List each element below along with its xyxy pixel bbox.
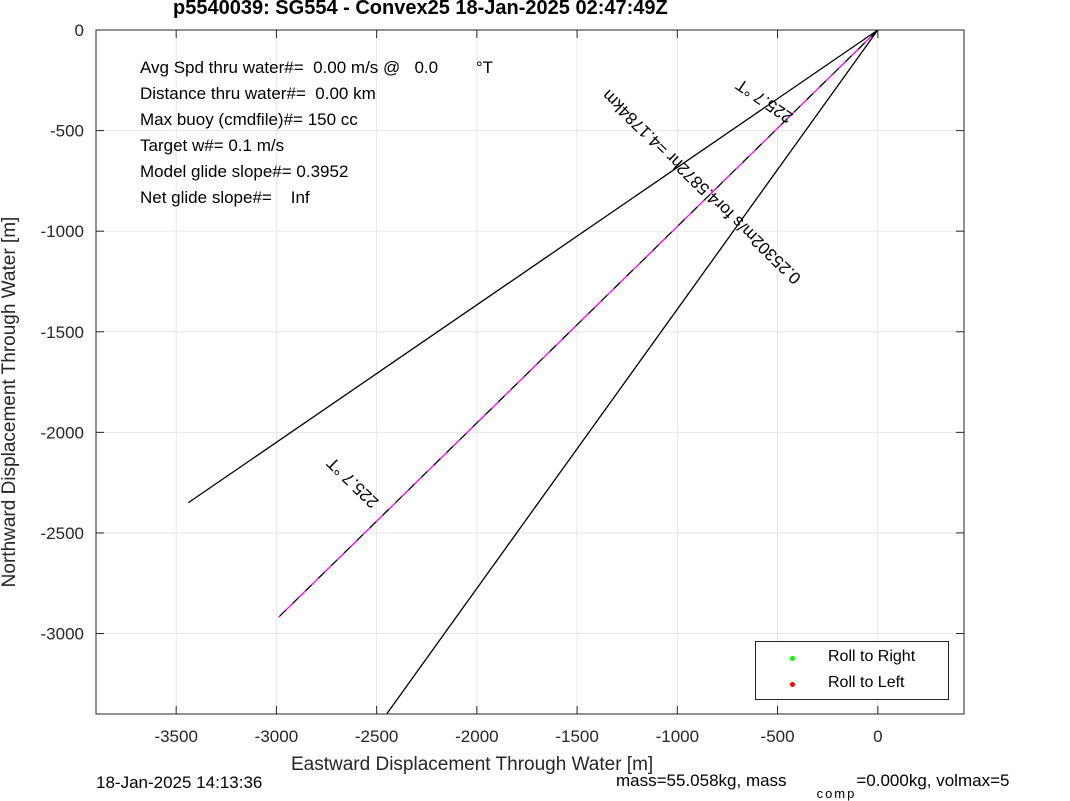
chart-title: p5540039: SG554 - Convex25 18-Jan-2025 0… — [173, 0, 668, 19]
axis-ticks: -3500 -3000 -2500 -2000 -1500 -1000 -500 0 0 -500… — [41, 21, 964, 746]
y-tick-label: -1000 — [41, 222, 84, 241]
legend-item-roll-left: Roll to Left — [756, 672, 946, 696]
x-tick-label: 0 — [873, 727, 882, 746]
legend-label-roll-right: Roll to Right — [828, 648, 916, 665]
info-net-glide-slope: Net glide slope#= Inf — [140, 188, 310, 207]
x-tick-label: -3500 — [154, 727, 197, 746]
x-tick-label: -2000 — [455, 727, 498, 746]
x-tick-label: -2500 — [355, 727, 398, 746]
y-axis-label: Northward Displacement Through Water [m] — [0, 216, 20, 588]
info-distance: Distance thru water#= 0.00 km — [140, 84, 376, 103]
x-tick-label: -1000 — [656, 727, 699, 746]
x-tick-label: -3000 — [255, 727, 298, 746]
info-avg-speed: Avg Spd thru water#= 0.00 m/s @ 0.0 °T — [140, 58, 494, 77]
data-series — [187, 29, 879, 715]
grid-lines — [96, 29, 964, 714]
y-tick-label: -500 — [50, 122, 84, 141]
y-tick-label: -2500 — [41, 524, 84, 543]
footer-volmax-text: =0.000kg, volmax=5 — [856, 771, 1010, 790]
series-line-2 — [277, 29, 879, 618]
series-line-0 — [187, 29, 879, 504]
info-max-buoy: Max buoy (cmdfile)#= 150 cc — [140, 110, 358, 129]
series-line-1 — [386, 29, 879, 715]
y-tick-label: 0 — [75, 21, 84, 40]
y-tick-label: -2000 — [41, 423, 84, 442]
info-model-glide-slope: Model glide slope#= 0.3952 — [140, 162, 349, 181]
x-tick-label: -500 — [761, 727, 795, 746]
info-text-block: Avg Spd thru water#= 0.00 m/s @ 0.0 °T D… — [140, 55, 493, 211]
annotation-label-1: 225.7 °T — [323, 453, 382, 512]
footer-comp-subscript: comp — [816, 786, 857, 801]
y-tick-label: -1500 — [41, 323, 84, 342]
footer-mass-info: mass=55.058kg, mass comp=0.000kg, volmax=… — [616, 771, 1010, 801]
legend-label-roll-left: Roll to Left — [828, 674, 905, 691]
legend-item-roll-right: Roll to Right — [756, 646, 946, 670]
legend: Roll to Right Roll to Left — [755, 641, 949, 700]
series-line-3 — [277, 29, 879, 618]
footer-timestamp: 18-Jan-2025 14:13:36 — [96, 773, 263, 792]
y-tick-label: -3000 — [41, 625, 84, 644]
footer-mass-text: mass=55.058kg, mass — [616, 771, 787, 790]
x-axis-label: Eastward Displacement Through Water [m] — [291, 754, 654, 775]
x-tick-label: -1500 — [555, 727, 598, 746]
legend-marker-roll-left — [790, 682, 795, 687]
info-target-w: Target w#= 0.1 m/s — [140, 136, 285, 155]
legend-marker-roll-right — [790, 656, 795, 661]
axes-box — [95, 29, 965, 715]
annotation-label-0: 225.7 °T — [732, 75, 796, 127]
